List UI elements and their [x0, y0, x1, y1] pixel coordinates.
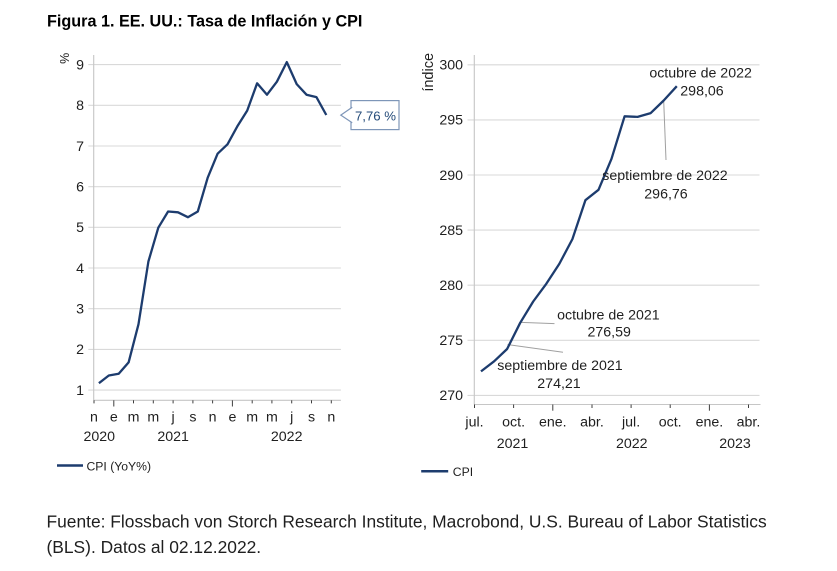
- svg-text:n: n: [90, 409, 98, 425]
- svg-text:octubre de 2022: octubre de 2022: [649, 65, 752, 81]
- svg-text:e: e: [110, 409, 118, 425]
- svg-text:n: n: [327, 409, 335, 425]
- svg-text:n: n: [209, 409, 217, 425]
- svg-text:2020: 2020: [84, 429, 116, 445]
- svg-text:ene.: ene.: [696, 415, 724, 431]
- svg-text:285: 285: [439, 223, 463, 239]
- svg-text:6: 6: [76, 180, 84, 196]
- svg-text:7,76 %: 7,76 %: [355, 108, 396, 123]
- svg-text:abr.: abr.: [737, 415, 761, 431]
- svg-text:m: m: [266, 409, 278, 425]
- svg-text:s: s: [308, 409, 315, 425]
- svg-text:1: 1: [76, 383, 84, 399]
- svg-text:296,76: 296,76: [644, 187, 688, 203]
- svg-text:m: m: [147, 409, 159, 425]
- svg-text:j: j: [289, 409, 293, 425]
- svg-text:octubre de 2021: octubre de 2021: [557, 307, 660, 323]
- svg-text:2023: 2023: [719, 436, 751, 452]
- svg-text:274,21: 274,21: [537, 376, 581, 392]
- svg-text:e: e: [228, 409, 236, 425]
- svg-text:2022: 2022: [616, 436, 648, 452]
- svg-text:7: 7: [76, 139, 84, 155]
- svg-text:275: 275: [439, 333, 463, 349]
- svg-text:jul.: jul.: [464, 415, 483, 431]
- svg-text:índice: índice: [421, 53, 437, 92]
- svg-text:8: 8: [76, 98, 84, 114]
- svg-text:280: 280: [439, 278, 463, 294]
- svg-text:295: 295: [439, 113, 463, 129]
- svg-text:298,06: 298,06: [680, 84, 724, 100]
- svg-text:3: 3: [76, 302, 84, 318]
- svg-text:CPI: CPI: [453, 465, 473, 479]
- svg-text:m: m: [246, 409, 258, 425]
- svg-text:276,59: 276,59: [587, 324, 631, 340]
- svg-text:2: 2: [76, 342, 84, 358]
- svg-text:oct.: oct.: [659, 415, 682, 431]
- svg-text:4: 4: [76, 261, 84, 277]
- svg-text:Fuente: Flossbach von Storch R: Fuente: Flossbach von Storch Research In…: [47, 512, 767, 532]
- svg-text:abr.: abr.: [580, 415, 604, 431]
- svg-text:270: 270: [439, 388, 463, 404]
- svg-text:septiembre de 2021: septiembre de 2021: [497, 358, 623, 374]
- svg-text:300: 300: [439, 58, 463, 74]
- svg-text:5: 5: [76, 220, 84, 236]
- svg-text:2022: 2022: [271, 429, 303, 445]
- svg-text:m: m: [128, 409, 140, 425]
- svg-text:290: 290: [439, 168, 463, 184]
- svg-text:oct.: oct.: [502, 415, 525, 431]
- svg-text:CPI (YoY%): CPI (YoY%): [87, 459, 152, 473]
- svg-text:9: 9: [76, 57, 84, 73]
- svg-text:j: j: [171, 409, 175, 425]
- svg-text:Figura 1. EE. UU.: Tasa de Inf: Figura 1. EE. UU.: Tasa de Inflación y C…: [47, 12, 362, 30]
- svg-text:s: s: [189, 409, 196, 425]
- svg-text:ene.: ene.: [539, 415, 567, 431]
- svg-text:septiembre de 2022: septiembre de 2022: [602, 168, 728, 184]
- svg-text:(BLS). Datos al 02.12.2022.: (BLS). Datos al 02.12.2022.: [47, 537, 262, 557]
- svg-text:2021: 2021: [157, 429, 189, 445]
- svg-text:%: %: [58, 53, 72, 64]
- svg-text:jul.: jul.: [621, 415, 640, 431]
- svg-text:2021: 2021: [497, 436, 529, 452]
